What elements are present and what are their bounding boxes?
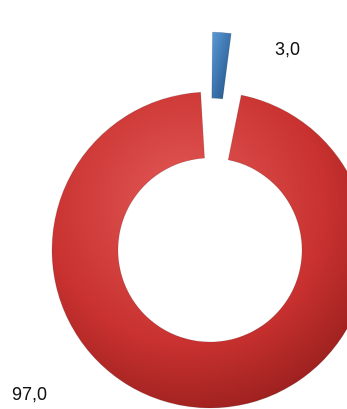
data-label-slice-1: 97,0 [12,384,47,404]
data-label-slice-0: 3,0 [275,39,300,59]
donut-slice-1 [51,91,347,409]
donut-slice-0 [211,31,232,100]
